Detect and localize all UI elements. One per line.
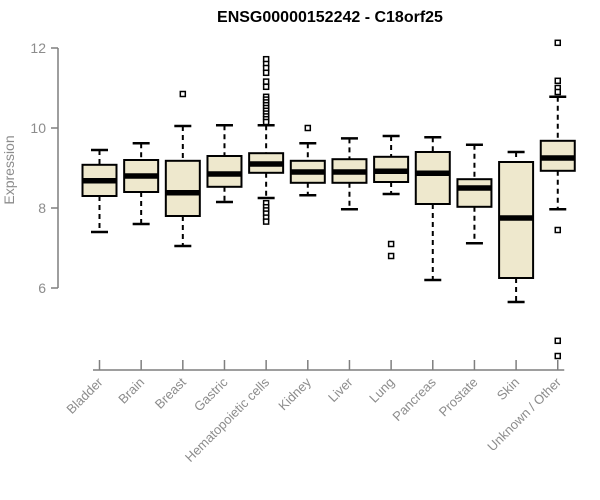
x-tick-label: Lung bbox=[366, 375, 397, 406]
box-group-hematopoietic-cells bbox=[248, 55, 285, 225]
x-tick-label: Prostate bbox=[436, 375, 481, 420]
plot-area bbox=[81, 39, 576, 360]
outlier-point bbox=[554, 88, 562, 96]
box-group-unknown-other bbox=[539, 39, 576, 360]
outlier-point bbox=[262, 78, 270, 85]
box-group-liver bbox=[331, 137, 368, 211]
x-tick-label: Breast bbox=[152, 374, 189, 411]
outlier-point bbox=[262, 83, 270, 91]
outlier-point bbox=[554, 39, 562, 47]
y-tick-label: 12 bbox=[30, 40, 46, 56]
outlier-point bbox=[262, 69, 270, 77]
box-group-kidney bbox=[289, 124, 326, 197]
box-group-skin bbox=[498, 150, 535, 304]
x-tick-label: Brain bbox=[115, 375, 147, 407]
box-group-breast bbox=[164, 90, 201, 248]
x-tick-label: Gastric bbox=[191, 374, 231, 414]
iqr-box bbox=[414, 151, 451, 205]
outlier-point bbox=[262, 118, 270, 126]
x-tick-label: Liver bbox=[325, 374, 356, 405]
box-group-gastric bbox=[206, 123, 243, 204]
chart-title: ENSG00000152242 - C18orf25 bbox=[217, 9, 443, 26]
outlier-point bbox=[179, 90, 187, 98]
outlier-point bbox=[554, 352, 562, 360]
x-tick-label: Bladder bbox=[63, 374, 106, 417]
outlier-point bbox=[387, 252, 395, 260]
outlier-point bbox=[304, 124, 312, 132]
outlier-point bbox=[554, 226, 562, 234]
iqr-box bbox=[456, 178, 493, 208]
outlier-point bbox=[387, 240, 395, 248]
outlier-point bbox=[554, 77, 562, 85]
box-group-bladder bbox=[81, 148, 118, 234]
x-tick-label: Skin bbox=[494, 375, 522, 403]
box-group-lung bbox=[373, 134, 410, 260]
x-tick-label: Unknown / Other bbox=[484, 374, 564, 454]
box-group-brain bbox=[123, 141, 160, 226]
y-axis-label: Expression bbox=[1, 135, 17, 204]
y-tick-label: 10 bbox=[30, 120, 46, 136]
box-group-pancreas bbox=[414, 135, 451, 282]
outlier-point bbox=[554, 337, 562, 345]
outlier-point bbox=[262, 218, 270, 225]
y-tick-label: 6 bbox=[38, 280, 46, 296]
iqr-box bbox=[164, 159, 201, 218]
y-axis: 12 10 8 6 bbox=[30, 40, 59, 296]
y-tick-label: 8 bbox=[38, 200, 46, 216]
x-tick-label: Pancreas bbox=[389, 374, 439, 424]
box-group-prostate bbox=[456, 143, 493, 245]
x-tick-label: Kidney bbox=[275, 374, 314, 413]
